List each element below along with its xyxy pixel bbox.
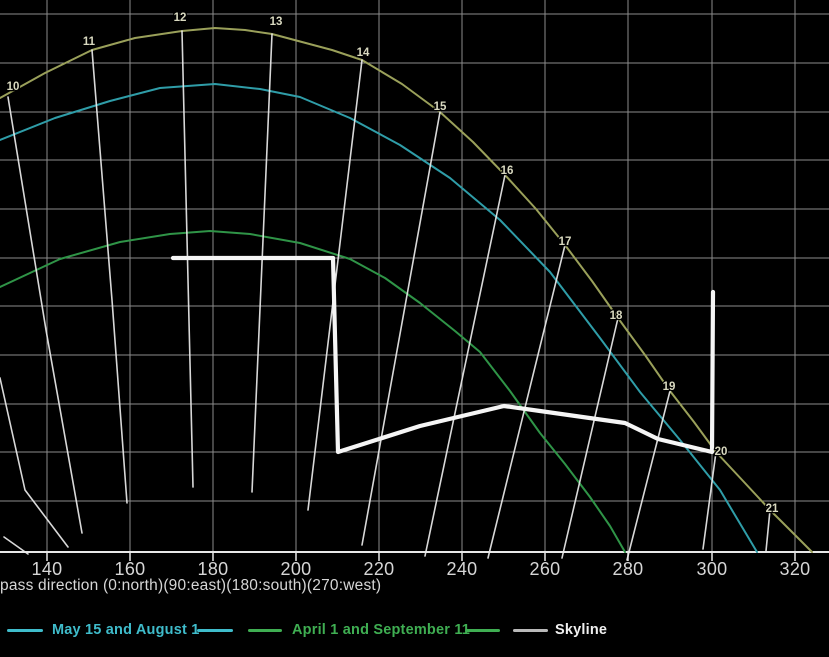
hour-line-10	[7, 96, 83, 534]
x-tick-label: 280	[612, 559, 644, 579]
x-axis-title: pass direction (0:north)(90:east)(180:so…	[0, 577, 382, 594]
hour-line-11	[91, 49, 128, 504]
hour-label: 13	[270, 16, 283, 28]
x-tick-label: 180	[197, 559, 229, 579]
curve-may-aug1	[0, 83, 758, 553]
hour-line-18	[561, 317, 619, 559]
x-tick-label: 200	[280, 559, 312, 579]
x-tick-label: 220	[363, 559, 395, 579]
x-tick-label: 240	[446, 559, 478, 579]
hour-line-13	[251, 33, 273, 493]
hour-label: 14	[357, 47, 370, 59]
hour-line-8	[3, 536, 29, 555]
hour-label: 12	[174, 12, 187, 24]
hour-label: 16	[501, 165, 514, 177]
x-tick-label: 160	[114, 559, 146, 579]
x-tick-label: 260	[529, 559, 561, 579]
hour-line-20	[702, 451, 717, 550]
hour-line-21	[765, 509, 771, 552]
x-tick-label: 320	[779, 559, 811, 579]
hour-line-19	[626, 390, 671, 561]
hour-label: 18	[610, 310, 623, 322]
curve-june-top	[0, 27, 813, 553]
hour-line-15	[361, 111, 441, 546]
curve-apr-sep11	[0, 230, 626, 553]
x-tick-label: 140	[31, 559, 63, 579]
hour-label: 20	[715, 446, 728, 458]
hour-line-9	[0, 377, 69, 548]
hour-label: 10	[7, 81, 20, 93]
hour-label: 17	[559, 236, 572, 248]
hour-label: 19	[663, 381, 676, 393]
hour-label: 15	[434, 101, 447, 113]
hour-line-16	[424, 174, 506, 557]
skyline-path	[170, 255, 716, 455]
hour-label: 21	[766, 503, 779, 515]
x-tick-label: 300	[696, 559, 728, 579]
hour-label: 11	[83, 36, 96, 48]
hour-line-17	[487, 244, 566, 559]
